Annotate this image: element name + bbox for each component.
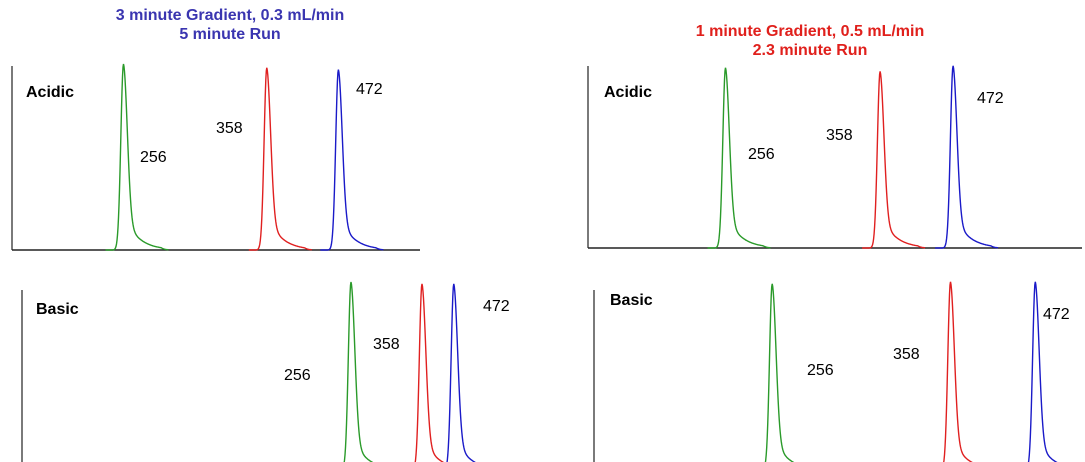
peak-358 — [414, 283, 445, 462]
peak-256 — [343, 281, 374, 462]
peak-label-472: 472 — [356, 81, 383, 98]
peak-256 — [707, 67, 771, 249]
peak-472 — [446, 283, 476, 462]
peak-label-472: 472 — [1043, 306, 1070, 323]
peak-label-472: 472 — [483, 298, 510, 315]
peak-358 — [943, 281, 973, 462]
panel-label: Basic — [610, 292, 653, 309]
peak-label-256: 256 — [140, 149, 167, 166]
chromatogram-panel-acidic-left: Acidic 256 358 472 — [11, 63, 420, 251]
right-condition-title: 1 minute Gradient, 0.5 mL/min 2.3 minute… — [640, 22, 980, 60]
chromatogram-panel-acidic-right: Acidic 256 358 472 — [587, 65, 1082, 249]
peak-358 — [248, 67, 312, 251]
peak-472 — [935, 65, 999, 249]
right-title-line1: 1 minute Gradient, 0.5 mL/min — [695, 23, 925, 40]
chromatogram-panel-basic-left: Basic 256 358 472 — [21, 281, 510, 462]
peak-label-256: 256 — [748, 146, 775, 163]
panel-label: Acidic — [604, 84, 652, 101]
peak-label-358: 358 — [826, 127, 853, 144]
panel-label: Basic — [36, 301, 79, 318]
peak-256 — [764, 283, 795, 462]
peak-label-256: 256 — [284, 367, 311, 384]
peak-256 — [105, 63, 169, 251]
peak-label-358: 358 — [893, 346, 920, 363]
left-condition-title: 3 minute Gradient, 0.3 mL/min 5 minute R… — [70, 6, 390, 44]
left-title-line1: 3 minute Gradient, 0.3 mL/min — [115, 7, 345, 24]
peak-472 — [320, 69, 384, 251]
peak-472 — [1027, 281, 1058, 462]
peak-label-472: 472 — [977, 90, 1004, 107]
peak-label-256: 256 — [807, 362, 834, 379]
right-title-line2: 2.3 minute Run — [752, 42, 868, 59]
peak-label-358: 358 — [216, 120, 243, 137]
peak-358 — [862, 71, 926, 249]
panel-label: Acidic — [26, 84, 74, 101]
chromatogram-panel-basic-right: Basic 256 358 472 — [593, 281, 1070, 462]
peak-label-358: 358 — [373, 336, 400, 353]
left-title-line2: 5 minute Run — [179, 26, 281, 43]
